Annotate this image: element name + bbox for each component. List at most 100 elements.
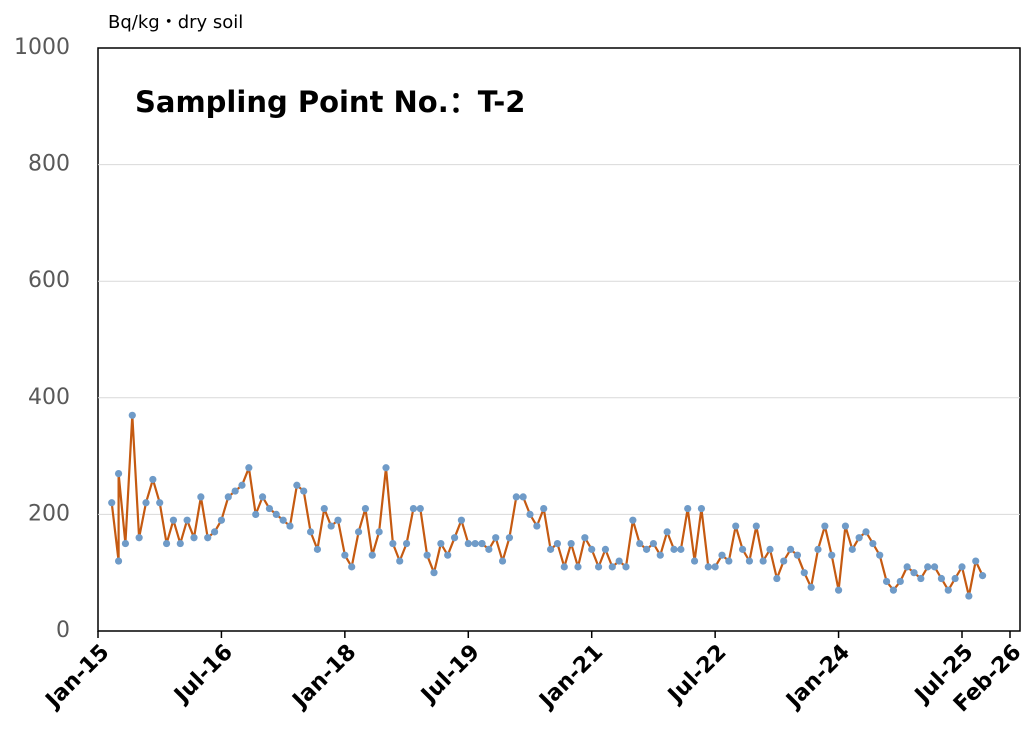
data-point [492,534,500,542]
data-point [828,551,836,559]
data-point [807,583,815,591]
data-point [814,545,822,553]
data-point [910,569,918,577]
data-point [478,539,486,548]
x-tick-label: Jul-19 [415,640,484,709]
data-point [265,504,274,513]
data-point [368,551,376,559]
y-tick-label: 400 [28,385,70,410]
data-point [800,569,808,577]
data-point [546,545,555,553]
data-point [848,545,856,553]
x-tick-label: Jul-22 [662,640,731,709]
data-point [327,522,335,530]
data-point [108,499,116,507]
data-point [354,528,363,536]
data-point [889,586,898,594]
data-point [834,586,843,594]
data-point [711,563,719,571]
data-point [238,481,246,489]
data-point [917,574,925,583]
data-point [876,551,884,559]
data-point [896,577,904,586]
data-point [540,504,548,513]
data-point [149,475,157,484]
data-point [567,539,575,548]
y-axis-label: Bq/kg・dry soil [108,12,243,33]
data-point [951,574,959,583]
y-tick-label: 200 [28,501,70,526]
data-point [245,464,253,472]
data-point [629,516,637,524]
data-point [114,469,123,478]
data-point [725,557,733,565]
data-point [320,504,328,513]
data-point [258,493,267,501]
data-point [526,510,534,518]
data-point [457,516,466,524]
data-point [601,545,610,553]
data-point [684,504,692,513]
data-point [663,528,671,536]
data-point [286,522,294,530]
data-point [348,563,356,571]
data-point [588,545,596,553]
data-point [464,539,472,548]
data-point [821,522,829,530]
data-point [471,539,479,548]
data-point [780,557,788,565]
data-point [402,539,411,548]
data-point [574,563,582,571]
data-point [382,464,390,472]
data-point [773,574,781,583]
data-point [636,539,644,548]
data-point [183,516,191,524]
data-point [903,563,911,571]
data-point [855,534,863,542]
data-point [972,557,980,565]
data-point [505,534,514,542]
data-point [313,545,322,553]
data-point [217,516,226,524]
data-point [389,539,397,548]
y-tick-label: 800 [28,152,70,177]
data-point [697,504,706,513]
data-point [553,539,562,548]
data-point [409,504,418,513]
data-point [224,493,232,501]
y-tick-label: 600 [28,268,70,293]
x-tick-label: Jan-21 [534,640,609,715]
x-tick-label: Jan-15 [40,640,115,715]
data-point [306,528,315,536]
data-point [450,534,459,542]
data-point [930,563,939,571]
data-point [793,551,802,559]
data-point [114,557,123,565]
data-point [519,493,527,501]
data-point [622,563,630,571]
data-point [656,551,664,559]
data-point [231,487,239,495]
data-point [444,551,452,559]
data-point [581,534,589,542]
data-point [759,557,767,565]
data-point [533,522,541,530]
data-point [396,557,404,565]
data-point [252,510,260,518]
data-point [142,499,150,507]
data-point [608,563,616,571]
data-point [293,481,301,489]
data-point [485,545,493,553]
data-point [677,545,685,553]
data-point [121,539,130,548]
data-point [869,539,877,548]
data-point [300,487,308,495]
x-tick-label: Jan-18 [287,640,362,715]
data-point [924,563,932,571]
data-point [958,563,966,571]
data-point [766,545,774,553]
data-point [882,577,891,586]
data-point [649,539,658,548]
x-tick-label: Jul-16 [169,640,238,709]
